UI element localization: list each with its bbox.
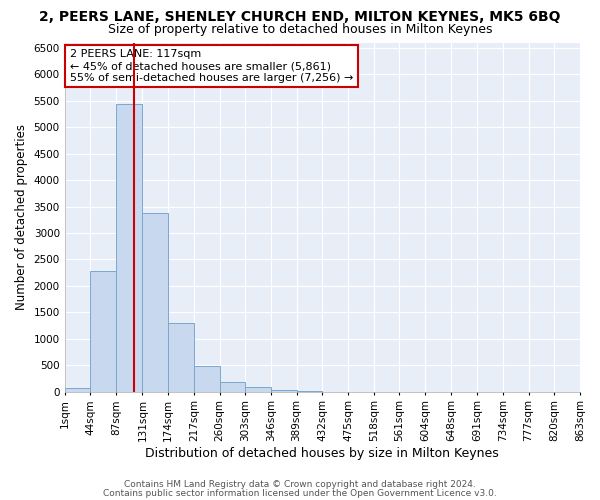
Bar	[194, 366, 220, 392]
Text: Contains public sector information licensed under the Open Government Licence v3: Contains public sector information licen…	[103, 488, 497, 498]
Bar	[142, 213, 168, 392]
Bar	[168, 323, 194, 392]
Text: Size of property relative to detached houses in Milton Keynes: Size of property relative to detached ho…	[108, 22, 492, 36]
Y-axis label: Number of detached properties: Number of detached properties	[15, 124, 28, 310]
Text: Contains HM Land Registry data © Crown copyright and database right 2024.: Contains HM Land Registry data © Crown c…	[124, 480, 476, 489]
Bar	[245, 388, 271, 392]
Bar	[65, 388, 91, 392]
X-axis label: Distribution of detached houses by size in Milton Keynes: Distribution of detached houses by size …	[145, 447, 499, 460]
Text: 2, PEERS LANE, SHENLEY CHURCH END, MILTON KEYNES, MK5 6BQ: 2, PEERS LANE, SHENLEY CHURCH END, MILTO…	[39, 10, 561, 24]
Bar	[116, 104, 142, 392]
Bar	[271, 390, 296, 392]
Bar	[91, 271, 116, 392]
Bar	[220, 382, 245, 392]
Text: 2 PEERS LANE: 117sqm
← 45% of detached houses are smaller (5,861)
55% of semi-de: 2 PEERS LANE: 117sqm ← 45% of detached h…	[70, 50, 353, 82]
